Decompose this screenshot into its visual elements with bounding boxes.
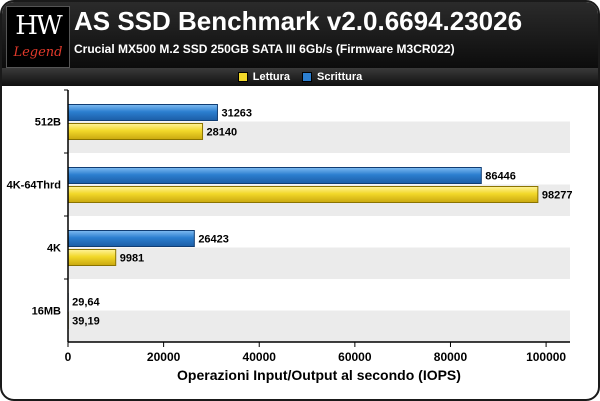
bar-scrittura <box>67 230 195 247</box>
site-logo: HW Legend <box>6 6 70 68</box>
legend-item-lettura: Lettura <box>237 71 291 83</box>
bar-lettura <box>67 186 539 203</box>
x-tick-label: 100000 <box>526 350 566 364</box>
bar-lettura <box>67 123 204 140</box>
logo-subtext: Legend <box>13 45 63 60</box>
category-label: 16MB <box>32 306 61 318</box>
legend-swatch-lettura <box>237 72 248 82</box>
legend-bar: Lettura Scrittura <box>2 68 598 86</box>
bar-scrittura <box>67 167 482 184</box>
category-label: 512B <box>35 117 61 129</box>
bar-chart: 31263 86446 26423 29,64 28140 98277 9981 39,19 5… <box>7 89 573 383</box>
data-label: 86446 <box>485 171 516 183</box>
data-label: 98277 <box>542 190 573 202</box>
x-tick-label: 60000 <box>338 350 372 364</box>
legend-label-scrittura: Scrittura <box>317 71 363 83</box>
data-label: 29,64 <box>72 297 100 309</box>
data-label: 9981 <box>120 253 144 265</box>
x-tick-label: 40000 <box>243 350 277 364</box>
bar-lettura <box>67 249 117 266</box>
x-tick-label: 0 <box>65 350 72 364</box>
bar-scrittura <box>67 104 218 121</box>
x-tick-label: 20000 <box>147 350 181 364</box>
data-label: 26423 <box>198 234 229 246</box>
x-tick-label: 80000 <box>434 350 468 364</box>
category-label: 4K-64Thrd <box>7 180 61 192</box>
x-axis-title: Operazioni Input/Output al secondo (IOPS… <box>177 367 461 383</box>
row-band <box>68 310 570 342</box>
data-label: 28140 <box>207 127 238 139</box>
chart-subtitle: Crucial MX500 M.2 SSD 250GB SATA III 6Gb… <box>74 42 455 56</box>
data-label: 31263 <box>221 108 252 120</box>
category-label: 4K <box>47 243 61 255</box>
legend: Lettura Scrittura <box>2 68 598 86</box>
legend-label-lettura: Lettura <box>252 71 291 83</box>
data-label: 39,19 <box>72 316 100 328</box>
legend-swatch-scrittura <box>302 72 313 82</box>
chart-title: AS SSD Benchmark v2.0.6694.23026 <box>74 6 523 36</box>
legend-item-scrittura: Scrittura <box>302 71 362 83</box>
row-band <box>68 247 570 279</box>
logo-text: HW <box>15 11 62 41</box>
header: HW Legend AS SSD Benchmark v2.0.6694.230… <box>2 2 598 68</box>
